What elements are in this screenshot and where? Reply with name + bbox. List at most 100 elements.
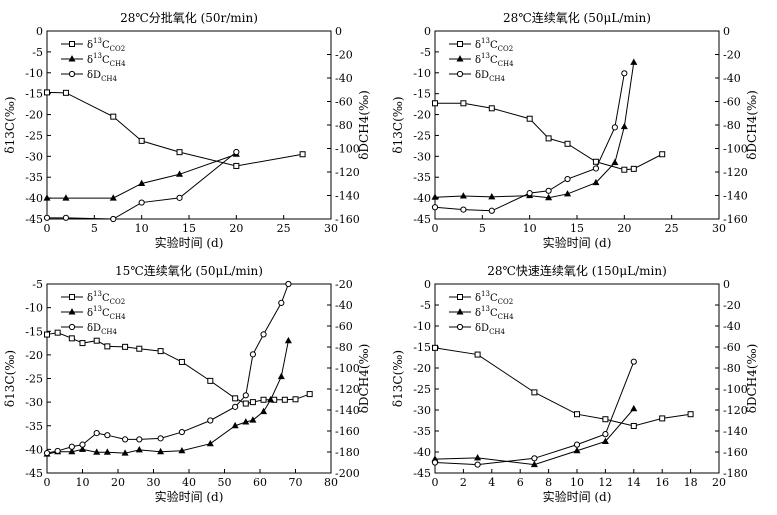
data-point-square xyxy=(488,105,495,112)
y-tick-label: -35 xyxy=(413,171,431,184)
chart-title: 15℃连续氧化 (50μL/min) xyxy=(115,263,263,278)
data-point-square xyxy=(432,344,438,351)
legend-entry: δDCH4 xyxy=(87,323,118,336)
series-3 xyxy=(43,148,240,223)
data-point-circle xyxy=(602,431,609,438)
series-1 xyxy=(44,89,306,169)
x-tick-label: 2 xyxy=(460,476,467,489)
data-point-square xyxy=(659,415,666,422)
x-tick-label: 80 xyxy=(324,476,338,489)
data-point-triangle xyxy=(68,447,76,455)
y-tick-label: -10 xyxy=(413,67,431,80)
x-tick-label: 16 xyxy=(655,476,669,489)
y2-tick-label: -40 xyxy=(335,299,353,312)
legend-entry: δDCH4 xyxy=(475,323,506,336)
x-tick-label: 25 xyxy=(277,222,291,235)
x-tick-label: 0 xyxy=(44,222,51,235)
x-tick-label: 40 xyxy=(182,476,196,489)
data-point-square xyxy=(659,151,666,158)
data-point-square xyxy=(306,391,313,398)
data-point-triangle xyxy=(260,407,268,415)
data-point-square xyxy=(602,416,609,423)
data-point-square xyxy=(178,358,185,365)
legend-entry: δ13CCO2 xyxy=(475,37,513,53)
x-tick-label: 15 xyxy=(570,222,584,235)
data-point-square xyxy=(136,345,143,352)
x-tick-label: 10 xyxy=(523,222,537,235)
y2-tick-label: -140 xyxy=(335,404,360,417)
y-tick-label: -35 xyxy=(413,425,431,438)
y2-axis-label: δDCH4(‰) xyxy=(357,344,371,414)
data-point-circle xyxy=(460,206,467,213)
x-tick-label: 14 xyxy=(627,476,641,489)
x-tick-label: 5 xyxy=(91,222,98,235)
data-point-circle xyxy=(456,70,464,78)
data-point-circle xyxy=(54,447,61,455)
y-tick-label: -20 xyxy=(25,109,43,122)
data-point-square xyxy=(242,400,249,407)
y-tick-label: -15 xyxy=(413,88,431,101)
data-point-square xyxy=(630,422,637,429)
y-tick-label: 0 xyxy=(424,25,431,38)
data-point-circle xyxy=(68,323,76,331)
series-3 xyxy=(43,280,292,457)
data-point-circle xyxy=(43,449,51,457)
data-point-circle xyxy=(285,280,292,288)
data-point-square xyxy=(68,335,75,342)
series-3 xyxy=(431,358,637,468)
y-tick-label: -20 xyxy=(25,349,43,362)
y-tick-label: -5 xyxy=(420,299,431,312)
data-point-circle xyxy=(157,435,164,442)
series-line xyxy=(434,408,635,466)
y-tick-label: -40 xyxy=(413,192,431,205)
data-point-circle xyxy=(474,461,481,468)
chart-title: 28℃分批氧化 (50r/min) xyxy=(120,10,258,25)
y-tick-label: -10 xyxy=(25,67,43,80)
data-point-square xyxy=(460,100,467,107)
x-tick-label: 12 xyxy=(598,476,612,489)
data-point-square xyxy=(157,348,164,355)
x-tick-label: 70 xyxy=(289,476,303,489)
y-tick-label: -30 xyxy=(413,150,431,163)
y2-tick-label: -100 xyxy=(335,143,360,156)
data-point-square xyxy=(457,41,463,47)
y2-tick-label: -100 xyxy=(723,143,748,156)
chart-title: 28℃快速连续氧化 (150μL/min) xyxy=(487,263,667,278)
data-point-square xyxy=(122,343,129,350)
data-point-circle xyxy=(68,443,75,450)
data-point-square xyxy=(457,294,463,300)
data-point-square xyxy=(526,115,533,122)
chart-panel-2: 28℃连续氧化 (50μL/min) 0 5 10 15 20 25 30 0 -5 -10 -15 -… xyxy=(391,10,759,250)
data-point-circle xyxy=(526,190,533,197)
data-point-triangle xyxy=(103,448,111,455)
y2-tick-label: -60 xyxy=(723,96,741,109)
series-1 xyxy=(44,329,313,407)
data-point-square xyxy=(432,100,438,107)
y-tick-label: -45 xyxy=(413,213,431,226)
y-axis-label: δ13C(‰) xyxy=(3,350,17,407)
series-line xyxy=(47,151,237,220)
data-point-circle xyxy=(278,299,285,306)
data-point-triangle xyxy=(231,421,239,429)
y2-tick-label: -60 xyxy=(335,320,353,333)
data-point-square xyxy=(299,151,306,158)
data-point-square xyxy=(138,137,145,144)
data-point-square xyxy=(110,113,117,120)
x-axis-label: 实验时间 (d) xyxy=(543,235,612,250)
data-point-circle xyxy=(104,432,111,439)
x-tick-label: 30 xyxy=(324,222,338,235)
data-point-circle xyxy=(242,392,249,399)
series-line xyxy=(434,361,635,466)
y2-tick-label: -100 xyxy=(335,362,360,375)
y-tick-label: -40 xyxy=(413,446,431,459)
data-point-circle xyxy=(611,124,618,131)
y-tick-label: -5 xyxy=(420,46,431,59)
data-point-triangle xyxy=(592,178,600,186)
y2-tick-label: -60 xyxy=(335,96,353,109)
y2-tick-label: -120 xyxy=(335,383,360,396)
x-tick-label: 60 xyxy=(253,476,267,489)
series-line xyxy=(435,102,663,171)
y2-tick-label: -180 xyxy=(723,467,748,480)
data-point-circle xyxy=(178,428,185,436)
